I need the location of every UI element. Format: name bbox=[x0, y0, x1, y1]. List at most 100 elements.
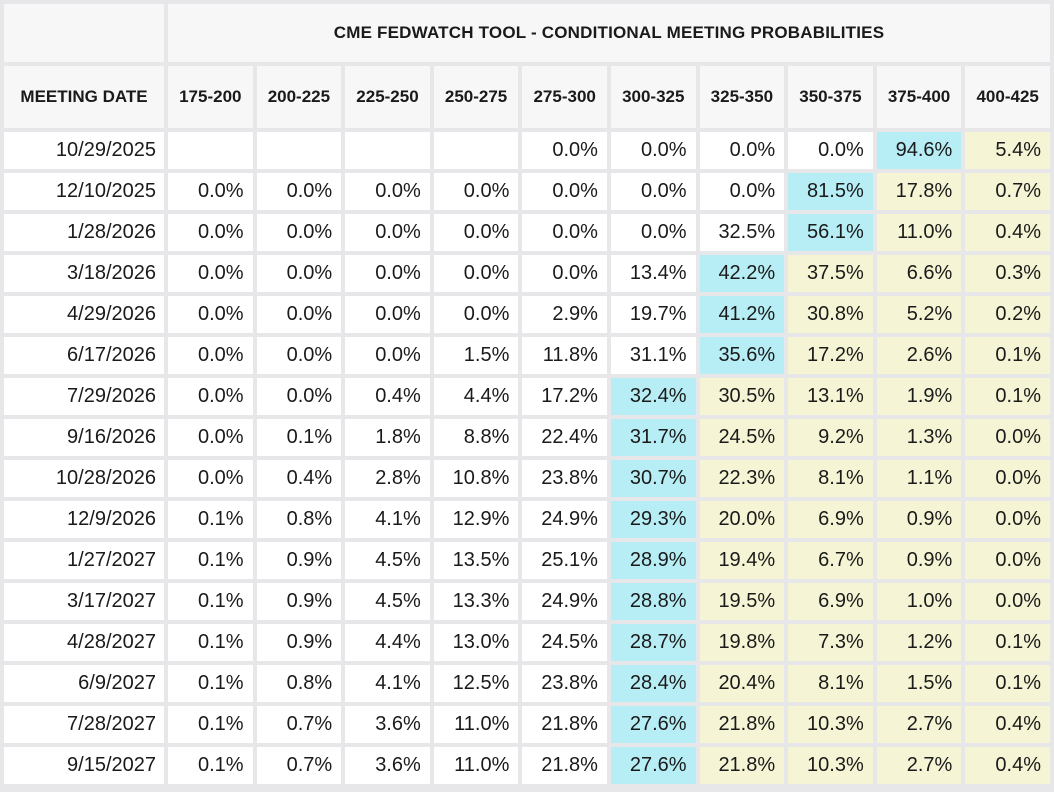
probability-cell: 0.0% bbox=[610, 214, 696, 251]
probability-cell: 12.5% bbox=[433, 665, 519, 702]
probability-cell: 0.7% bbox=[256, 747, 342, 784]
tail-probability-cell: 10.3% bbox=[788, 747, 873, 784]
rate-range-header: 200-225 bbox=[256, 66, 342, 128]
tail-probability-cell: 21.8% bbox=[699, 747, 785, 784]
max-probability-cell: 30.7% bbox=[610, 460, 696, 497]
probability-cell: 21.8% bbox=[522, 706, 607, 743]
probability-cell: 0.0% bbox=[433, 296, 519, 333]
rate-range-header: 325-350 bbox=[699, 66, 785, 128]
meeting-row: 6/9/2027 0.1% 0.8% 4.1% 12.5% 23.8% 28.4% 20.4%… bbox=[4, 665, 1050, 702]
meeting-date-cell: 12/10/2025 bbox=[4, 173, 164, 210]
meeting-date-cell: 7/29/2026 bbox=[4, 378, 164, 415]
meeting-date-cell: 6/9/2027 bbox=[4, 665, 164, 702]
tail-probability-cell: 37.5% bbox=[788, 255, 873, 292]
probability-cell: 0.4% bbox=[256, 460, 342, 497]
probability-cell: 23.8% bbox=[522, 460, 607, 497]
probability-cell: 13.3% bbox=[433, 583, 519, 620]
meeting-date-cell: 4/29/2026 bbox=[4, 296, 164, 333]
tail-probability-cell: 0.1% bbox=[965, 624, 1050, 661]
meeting-row: 9/15/2027 0.1% 0.7% 3.6% 11.0% 21.8% 27.6% 21.8… bbox=[4, 747, 1050, 784]
max-probability-cell: 32.4% bbox=[610, 378, 696, 415]
probability-cell: 22.4% bbox=[522, 419, 607, 456]
tail-probability-cell: 1.3% bbox=[876, 419, 962, 456]
tail-probability-cell: 0.4% bbox=[965, 706, 1050, 743]
meeting-date-cell: 3/18/2026 bbox=[4, 255, 164, 292]
rate-range-header: 375-400 bbox=[876, 66, 962, 128]
tail-probability-cell: 0.1% bbox=[965, 378, 1050, 415]
table-title: CME FEDWATCH TOOL - CONDITIONAL MEETING … bbox=[168, 4, 1050, 62]
probability-cell: 0.0% bbox=[168, 255, 253, 292]
probability-cell: 11.0% bbox=[433, 747, 519, 784]
probability-cell: 13.5% bbox=[433, 542, 519, 579]
max-probability-cell: 29.3% bbox=[610, 501, 696, 538]
meeting-date-cell: 1/28/2026 bbox=[4, 214, 164, 251]
probability-cell: 0.1% bbox=[168, 706, 253, 743]
meeting-date-cell: 7/28/2027 bbox=[4, 706, 164, 743]
tail-probability-cell: 22.3% bbox=[699, 460, 785, 497]
probability-rows: 10/29/2025 0.0% 0.0% 0.0% 0.0% 94.6% 5.4% 12/10… bbox=[4, 132, 1050, 784]
max-probability-cell: 41.2% bbox=[699, 296, 785, 333]
probability-cell: 2.9% bbox=[522, 296, 607, 333]
max-probability-cell: 28.8% bbox=[610, 583, 696, 620]
probability-cell: 0.0% bbox=[522, 132, 607, 169]
tail-probability-cell: 13.1% bbox=[788, 378, 873, 415]
max-probability-cell: 56.1% bbox=[788, 214, 873, 251]
tail-probability-cell: 0.1% bbox=[965, 665, 1050, 702]
probability-cell: 23.8% bbox=[522, 665, 607, 702]
probability-cell: 0.0% bbox=[168, 214, 253, 251]
tail-probability-cell: 6.9% bbox=[788, 583, 873, 620]
tail-probability-cell: 5.2% bbox=[876, 296, 962, 333]
probability-cell: 0.0% bbox=[168, 296, 253, 333]
probability-cell: 4.1% bbox=[345, 501, 430, 538]
tail-probability-cell: 2.6% bbox=[876, 337, 962, 374]
probability-cell: 3.6% bbox=[345, 747, 430, 784]
tail-probability-cell: 8.1% bbox=[788, 665, 873, 702]
max-probability-cell: 28.9% bbox=[610, 542, 696, 579]
probability-cell: 0.8% bbox=[256, 501, 342, 538]
rate-range-header: 300-325 bbox=[610, 66, 696, 128]
tail-probability-cell: 24.5% bbox=[699, 419, 785, 456]
tail-probability-cell: 7.3% bbox=[788, 624, 873, 661]
tail-probability-cell: 0.9% bbox=[876, 542, 962, 579]
probability-cell: 32.5% bbox=[699, 214, 785, 251]
max-probability-cell: 31.7% bbox=[610, 419, 696, 456]
probability-cell: 0.1% bbox=[168, 501, 253, 538]
tail-probability-cell: 2.7% bbox=[876, 747, 962, 784]
probability-cell: 13.4% bbox=[610, 255, 696, 292]
probability-cell: 0.4% bbox=[345, 378, 430, 415]
probability-cell: 17.2% bbox=[522, 378, 607, 415]
tail-probability-cell: 0.0% bbox=[965, 419, 1050, 456]
meeting-row: 10/29/2025 0.0% 0.0% 0.0% 0.0% 94.6% 5.4% bbox=[4, 132, 1050, 169]
meeting-row: 3/17/2027 0.1% 0.9% 4.5% 13.3% 24.9% 28.8% 19.5… bbox=[4, 583, 1050, 620]
meeting-row: 1/28/2026 0.0% 0.0% 0.0% 0.0% 0.0% 0.0% 32.5% 56… bbox=[4, 214, 1050, 251]
tail-probability-cell: 30.5% bbox=[699, 378, 785, 415]
probability-cell: 0.0% bbox=[168, 419, 253, 456]
tail-probability-cell: 11.0% bbox=[876, 214, 962, 251]
tail-probability-cell: 0.0% bbox=[965, 583, 1050, 620]
probability-cell: 0.0% bbox=[522, 173, 607, 210]
probability-cell: 11.8% bbox=[522, 337, 607, 374]
meeting-date-cell: 3/17/2027 bbox=[4, 583, 164, 620]
rate-range-header: 250-275 bbox=[433, 66, 519, 128]
rate-range-header: 350-375 bbox=[788, 66, 873, 128]
probability-cell: 4.1% bbox=[345, 665, 430, 702]
probability-cell: 0.0% bbox=[788, 132, 873, 169]
probability-cell: 0.1% bbox=[168, 542, 253, 579]
probability-cell: 0.0% bbox=[345, 173, 430, 210]
probability-cell: 10.8% bbox=[433, 460, 519, 497]
probability-cell: 13.0% bbox=[433, 624, 519, 661]
tail-probability-cell: 1.5% bbox=[876, 665, 962, 702]
rate-range-header: 275-300 bbox=[522, 66, 607, 128]
probability-cell: 0.0% bbox=[345, 337, 430, 374]
probability-cell: 0.0% bbox=[433, 255, 519, 292]
probability-cell: 4.5% bbox=[345, 583, 430, 620]
meeting-date-cell: 1/27/2027 bbox=[4, 542, 164, 579]
tail-probability-cell: 0.4% bbox=[965, 214, 1050, 251]
tail-probability-cell: 19.5% bbox=[699, 583, 785, 620]
probability-cell: 4.5% bbox=[345, 542, 430, 579]
tail-probability-cell: 19.8% bbox=[699, 624, 785, 661]
tail-probability-cell: 17.8% bbox=[876, 173, 962, 210]
probability-cell: 2.8% bbox=[345, 460, 430, 497]
probability-cell: 0.9% bbox=[256, 583, 342, 620]
blank-cell bbox=[168, 132, 253, 169]
